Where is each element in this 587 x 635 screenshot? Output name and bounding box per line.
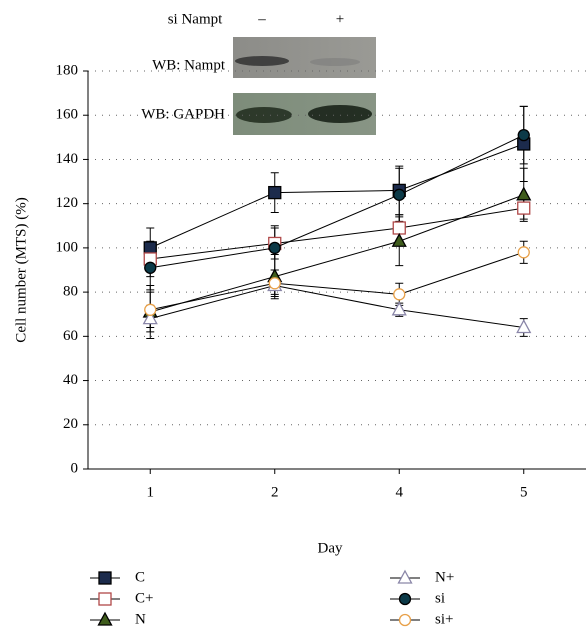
y-tick-label: 80 [63, 284, 78, 300]
y-tick-label: 160 [56, 107, 79, 123]
series-line [150, 251, 524, 311]
series-line [150, 134, 524, 269]
marker [517, 128, 530, 142]
series-line [150, 284, 524, 328]
series-line [150, 194, 524, 313]
blot-label: WB: GAPDH [141, 106, 225, 122]
marker [143, 241, 157, 255]
y-tick-label: 140 [56, 151, 79, 167]
blot-band [308, 105, 372, 123]
marker [392, 221, 406, 235]
marker [517, 246, 530, 259]
marker [516, 319, 532, 334]
legend-label: si [435, 590, 445, 606]
inset-header: si Nampt [168, 11, 223, 27]
marker [391, 301, 407, 316]
lane-label: + [336, 11, 344, 27]
y-tick-label: 40 [63, 372, 78, 388]
x-tick-label: 1 [147, 484, 155, 500]
marker [268, 185, 282, 200]
marker [142, 310, 158, 325]
marker [398, 592, 412, 606]
marker [144, 303, 157, 316]
inset: si Nampt – + WB: Nampt WB: GAPDH [141, 11, 376, 135]
x-tick-label: 5 [520, 484, 528, 500]
y-tick-label: 120 [56, 195, 79, 211]
marker [98, 571, 112, 585]
blot-band [235, 56, 289, 66]
x-tick-label: 2 [271, 484, 279, 500]
y-axis-label: Cell number (MTS) (%) [13, 197, 29, 342]
legend-label: si+ [435, 611, 453, 627]
legend-label: C+ [135, 590, 153, 606]
x-tick-label: 4 [396, 484, 404, 500]
marker [97, 611, 113, 626]
marker [144, 261, 157, 274]
marker [516, 186, 532, 201]
x-axis-label: Day [318, 540, 343, 556]
marker [98, 592, 112, 606]
marker [268, 277, 281, 290]
marker [397, 569, 413, 584]
y-tick-label: 180 [56, 62, 79, 78]
blot-band [310, 58, 360, 66]
marker [393, 188, 406, 201]
marker [393, 288, 406, 301]
y-tick-label: 100 [56, 239, 79, 255]
marker [268, 241, 281, 255]
y-tick-label: 60 [63, 328, 78, 344]
legend-label: N [135, 611, 146, 627]
marker [391, 232, 407, 247]
lane-label: – [257, 11, 266, 27]
legend-label: N+ [435, 569, 454, 585]
series-line [150, 143, 524, 249]
marker [398, 613, 412, 627]
legend-label: C [135, 569, 145, 585]
blot-label: WB: Nampt [152, 57, 226, 73]
marker [517, 201, 531, 215]
y-tick-label: 0 [71, 460, 79, 476]
y-tick-label: 20 [63, 416, 78, 432]
